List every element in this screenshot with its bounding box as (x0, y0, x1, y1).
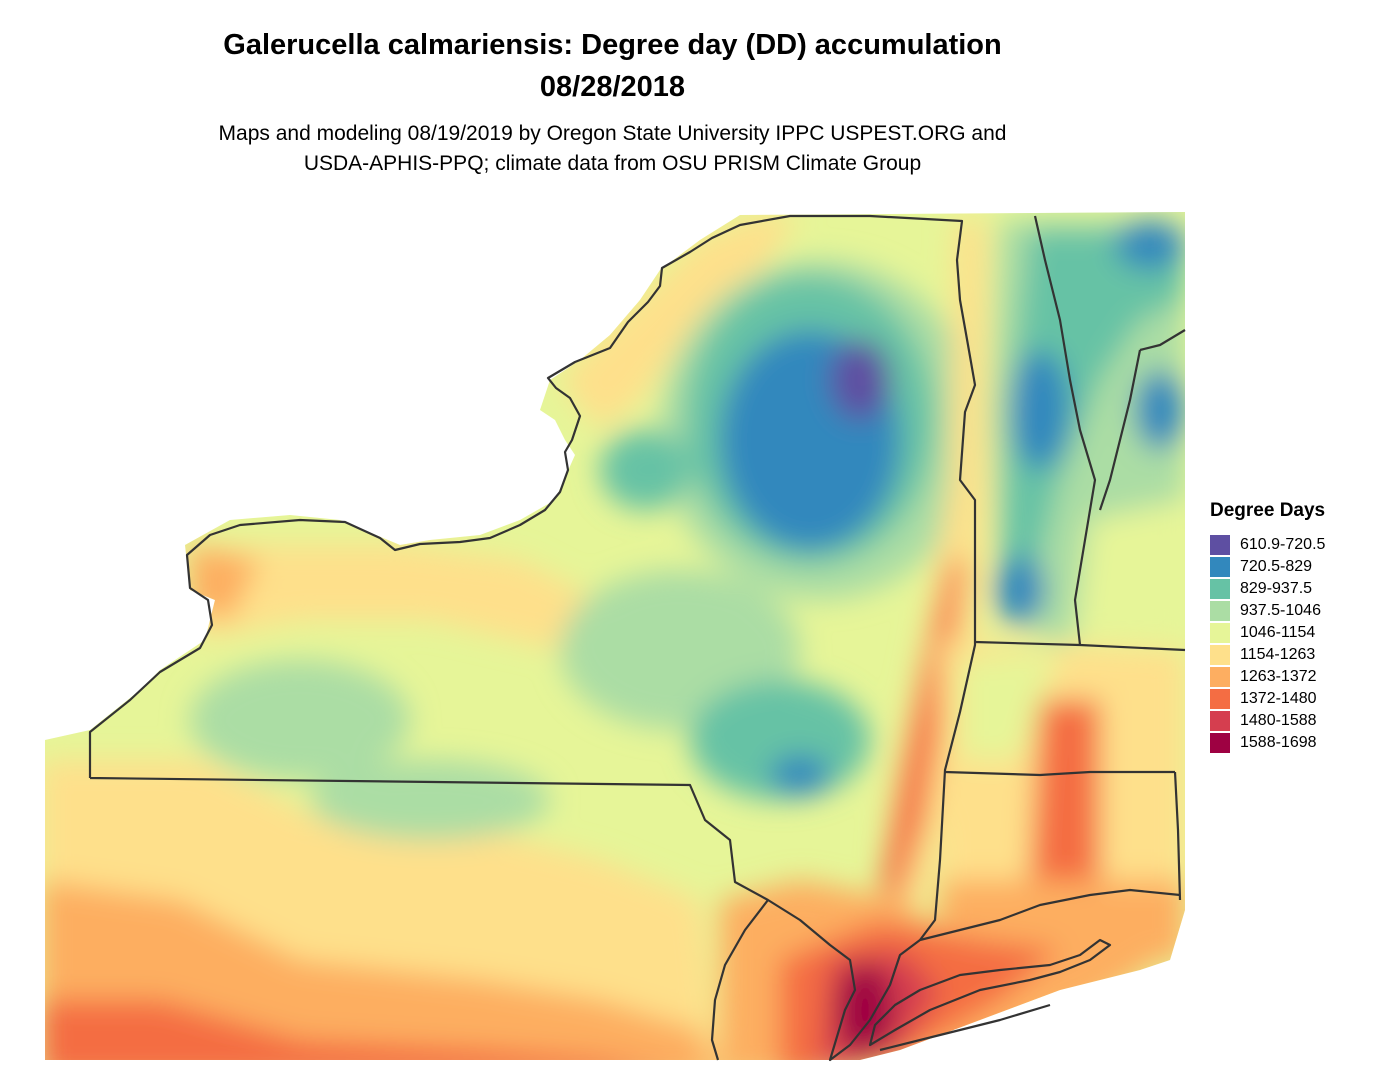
zone-1154-1263 (560, 215, 800, 430)
map-credits-line2: USDA-APHIS-PPQ; climate data from OSU PR… (303, 152, 922, 175)
zone-829-937 (1000, 230, 1185, 600)
zone-1154-1263 (880, 220, 985, 910)
nh-east-border (1098, 349, 1142, 511)
legend-title: Degree Days (1210, 500, 1326, 521)
legend-swatch (1210, 733, 1230, 753)
ct-ri-border (1173, 771, 1182, 901)
legend-swatch (1210, 601, 1230, 621)
zone-720-829 (770, 755, 830, 795)
ma-south-border (944, 770, 1175, 777)
zone-1046-1154 (1075, 500, 1185, 640)
legend-item: 610.9-720.5 (1210, 534, 1325, 556)
zone-720-829 (1010, 350, 1070, 470)
nj-pa-border (710, 899, 769, 1061)
legend-item: 1588-1698 (1210, 732, 1325, 754)
legend-items: 610.9-720.5 720.5-829 829-937.5 937.5-1046 1… (1210, 534, 1325, 754)
legend-label: 720.5-829 (1240, 558, 1313, 575)
legend-item: 829-937.5 (1210, 578, 1325, 600)
map-title: Galerucella calmariensis: Degree day (DD… (223, 29, 1002, 61)
nh-me-border (1139, 329, 1186, 352)
state-boundaries (88, 214, 1186, 1062)
zone-829-937 (600, 430, 690, 510)
long-island-south-shore (879, 1003, 1051, 1052)
legend-item: 1480-1588 (1210, 710, 1325, 732)
zone-1046-1154 (960, 650, 1060, 760)
zone-720-829 (1115, 220, 1185, 270)
legend-swatch (1210, 645, 1230, 665)
ma-north-border (974, 640, 1186, 652)
legend-label: 937.5-1046 (1240, 602, 1321, 619)
legend-item: 1372-1480 (1210, 688, 1325, 710)
zone-610-720 (830, 340, 890, 420)
legend-label: 829-937.5 (1240, 580, 1313, 597)
legend-label: 1480-1588 (1240, 712, 1317, 729)
legend-label: 610.9-720.5 (1240, 536, 1326, 553)
map-date: 08/28/2018 (539, 71, 686, 103)
legend-label: 1154-1263 (1240, 646, 1316, 663)
legend-swatch (1210, 579, 1230, 599)
zone-1372-1480 (45, 1000, 700, 1060)
zone-720-829 (995, 555, 1045, 625)
legend-swatch (1210, 711, 1230, 731)
zone-937-1046 (190, 660, 410, 780)
legend-label: 1372-1480 (1240, 690, 1317, 707)
zone-937-1046 (310, 760, 550, 840)
zone-1588-1698 (837, 962, 893, 1058)
legend-item: 720.5-829 (1210, 556, 1325, 578)
zone-720-829 (1135, 370, 1185, 450)
legend-swatch (1210, 557, 1230, 577)
long-island-outline (868, 938, 1112, 1047)
legend-label: 1263-1372 (1240, 668, 1317, 685)
legend-swatch (1210, 535, 1230, 555)
legend-label: 1046-1154 (1240, 624, 1316, 641)
legend-swatch (1210, 689, 1230, 709)
zone-1372-1480 (1030, 700, 1100, 900)
legend-swatch (1210, 623, 1230, 643)
zone-1154-1263 (185, 545, 600, 650)
legend-item: 1154-1263 (1210, 644, 1325, 666)
ny-state-outline (88, 214, 977, 1062)
legend-item: 1263-1372 (1210, 666, 1325, 688)
legend-label: 1588-1698 (1240, 734, 1317, 751)
legend-item: 1046-1154 (1210, 622, 1325, 644)
map-credits-line1: Maps and modeling 08/19/2019 by Oregon S… (218, 122, 1007, 145)
legend-item: 937.5-1046 (1210, 600, 1325, 622)
ct-coast (919, 888, 1181, 942)
legend-swatch (1210, 667, 1230, 687)
degree-day-raster (45, 212, 1185, 1060)
legend: Degree Days 610.9-720.5 720.5-829 829-937.… (1210, 500, 1325, 754)
vt-nh-border (1033, 215, 1097, 646)
